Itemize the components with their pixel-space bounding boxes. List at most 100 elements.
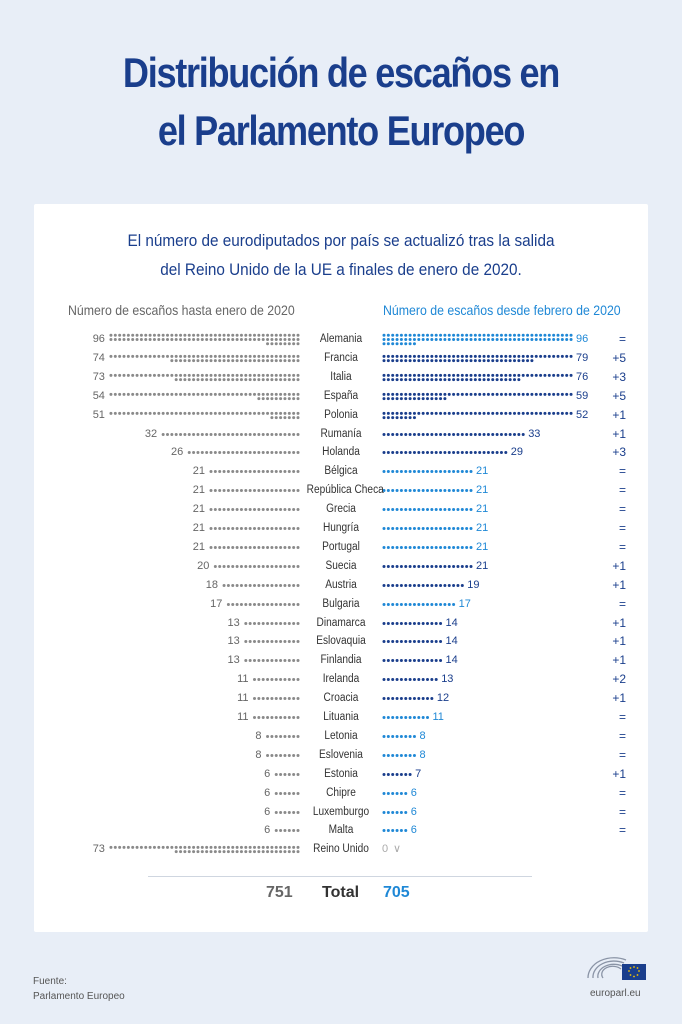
seat-dot-after <box>399 338 403 341</box>
seat-dot-after <box>430 659 434 663</box>
seat-dot-after <box>447 451 451 455</box>
seat-dot-before <box>287 850 291 854</box>
seat-dot-before <box>239 373 243 377</box>
seat-dot-after <box>386 810 390 814</box>
seats-after: 0 <box>382 843 389 856</box>
seat-dot-after <box>434 508 438 512</box>
seat-dot-after <box>465 377 469 381</box>
seat-dot-before <box>274 342 278 346</box>
seat-dot-before <box>152 338 156 341</box>
seat-dot-after <box>391 697 395 701</box>
seat-dot-before <box>287 451 291 455</box>
seat-dot-before <box>253 545 256 549</box>
seat-dot-before <box>166 333 169 337</box>
seat-dot-after <box>395 678 399 682</box>
seat-dot-before <box>192 432 196 436</box>
seat-dot-after <box>395 432 399 436</box>
seat-dot-after <box>391 621 395 625</box>
seat-dot-before <box>209 377 213 381</box>
seat-dot-before <box>179 850 183 854</box>
seat-dot-before <box>296 396 300 400</box>
seats-after: 79 <box>576 351 589 364</box>
seat-dot-before <box>257 333 261 337</box>
seat-dot-after <box>386 716 390 719</box>
seat-dot-after <box>486 392 490 396</box>
seat-dot-after <box>391 791 395 795</box>
seat-dot-after <box>465 358 469 362</box>
seat-change: +2 <box>612 672 626 687</box>
page-title: Distribución de escaños en el Parlamento… <box>48 44 635 160</box>
seat-dot-after <box>513 373 516 377</box>
seat-dot-after <box>391 602 395 606</box>
country-label: Grecia <box>326 503 356 516</box>
seat-dot-before <box>283 333 287 337</box>
seat-dot-before <box>283 846 287 850</box>
seat-dot-before <box>296 333 300 337</box>
country-label: Luxemburgo <box>312 805 370 818</box>
seat-dot-after <box>434 545 438 549</box>
seat-dot-before <box>261 583 265 587</box>
seat-dot-after <box>430 621 434 625</box>
seat-dot-after <box>421 564 425 568</box>
seat-change: = <box>618 785 626 800</box>
seat-dot-before <box>157 354 161 358</box>
seats-before: 11 <box>237 711 249 723</box>
seat-dot-before <box>226 470 230 474</box>
seat-dot-before <box>283 508 287 512</box>
seat-dot-after <box>495 392 499 396</box>
seat-dot-before <box>253 621 256 625</box>
seat-dot-after <box>456 564 460 568</box>
seat-dot-after <box>408 753 412 757</box>
seat-dot-before <box>296 415 300 419</box>
seat-dot-after <box>391 470 395 474</box>
seats-before: 73 <box>92 370 105 383</box>
seat-dot-before <box>174 373 178 377</box>
seat-dot-before <box>283 489 287 493</box>
seat-dot-before <box>209 338 213 341</box>
seat-dot-before <box>292 791 296 795</box>
seat-dot-after <box>430 545 434 549</box>
seat-dot-after <box>412 373 416 377</box>
seats-before: 6 <box>264 805 271 818</box>
seat-dot-after <box>426 411 429 415</box>
seat-dot-before <box>257 716 261 719</box>
seat-change: +1 <box>612 558 626 573</box>
seat-dot-before <box>196 392 200 396</box>
seat-dot-before <box>261 338 265 341</box>
seat-dot-before <box>274 602 278 606</box>
seat-dot-before <box>279 373 283 377</box>
seat-dot-after <box>447 377 451 381</box>
seat-dot-after <box>399 377 403 381</box>
seat-dot-before <box>131 373 135 377</box>
seat-dot-after <box>491 333 495 337</box>
seat-dot-after <box>382 392 386 396</box>
seat-dot-before <box>239 333 243 337</box>
seat-dot-after <box>386 678 390 682</box>
seat-dot-before <box>161 846 165 850</box>
seat-dot-before <box>109 333 113 337</box>
seat-dot-after <box>391 678 395 682</box>
seat-dot-before <box>113 338 117 341</box>
seat-dot-after <box>417 545 421 549</box>
seat-dot-after <box>386 772 390 776</box>
seat-dot-before <box>231 846 235 850</box>
seat-dot-before <box>270 333 274 337</box>
seat-dot-before <box>257 373 261 377</box>
seat-dot-before <box>270 602 274 606</box>
seat-dot-after <box>439 373 443 377</box>
seat-dot-after <box>430 678 434 682</box>
seat-dot-before <box>192 333 196 337</box>
seat-dot-before <box>222 470 226 474</box>
seat-dot-before <box>231 602 235 606</box>
row-estonia: 6 Estonia 7 +1 <box>0 765 682 784</box>
seat-dot-before <box>161 354 165 358</box>
seat-dot-after <box>530 333 534 337</box>
seat-dot-after <box>439 377 443 381</box>
seat-dot-after <box>417 489 421 493</box>
seat-dot-before <box>257 354 261 358</box>
seat-dot-after <box>408 338 412 341</box>
seat-dot-before <box>266 846 270 850</box>
seat-dot-after <box>412 564 416 568</box>
seat-dot-before <box>187 850 191 854</box>
seat-dot-before <box>200 411 204 415</box>
